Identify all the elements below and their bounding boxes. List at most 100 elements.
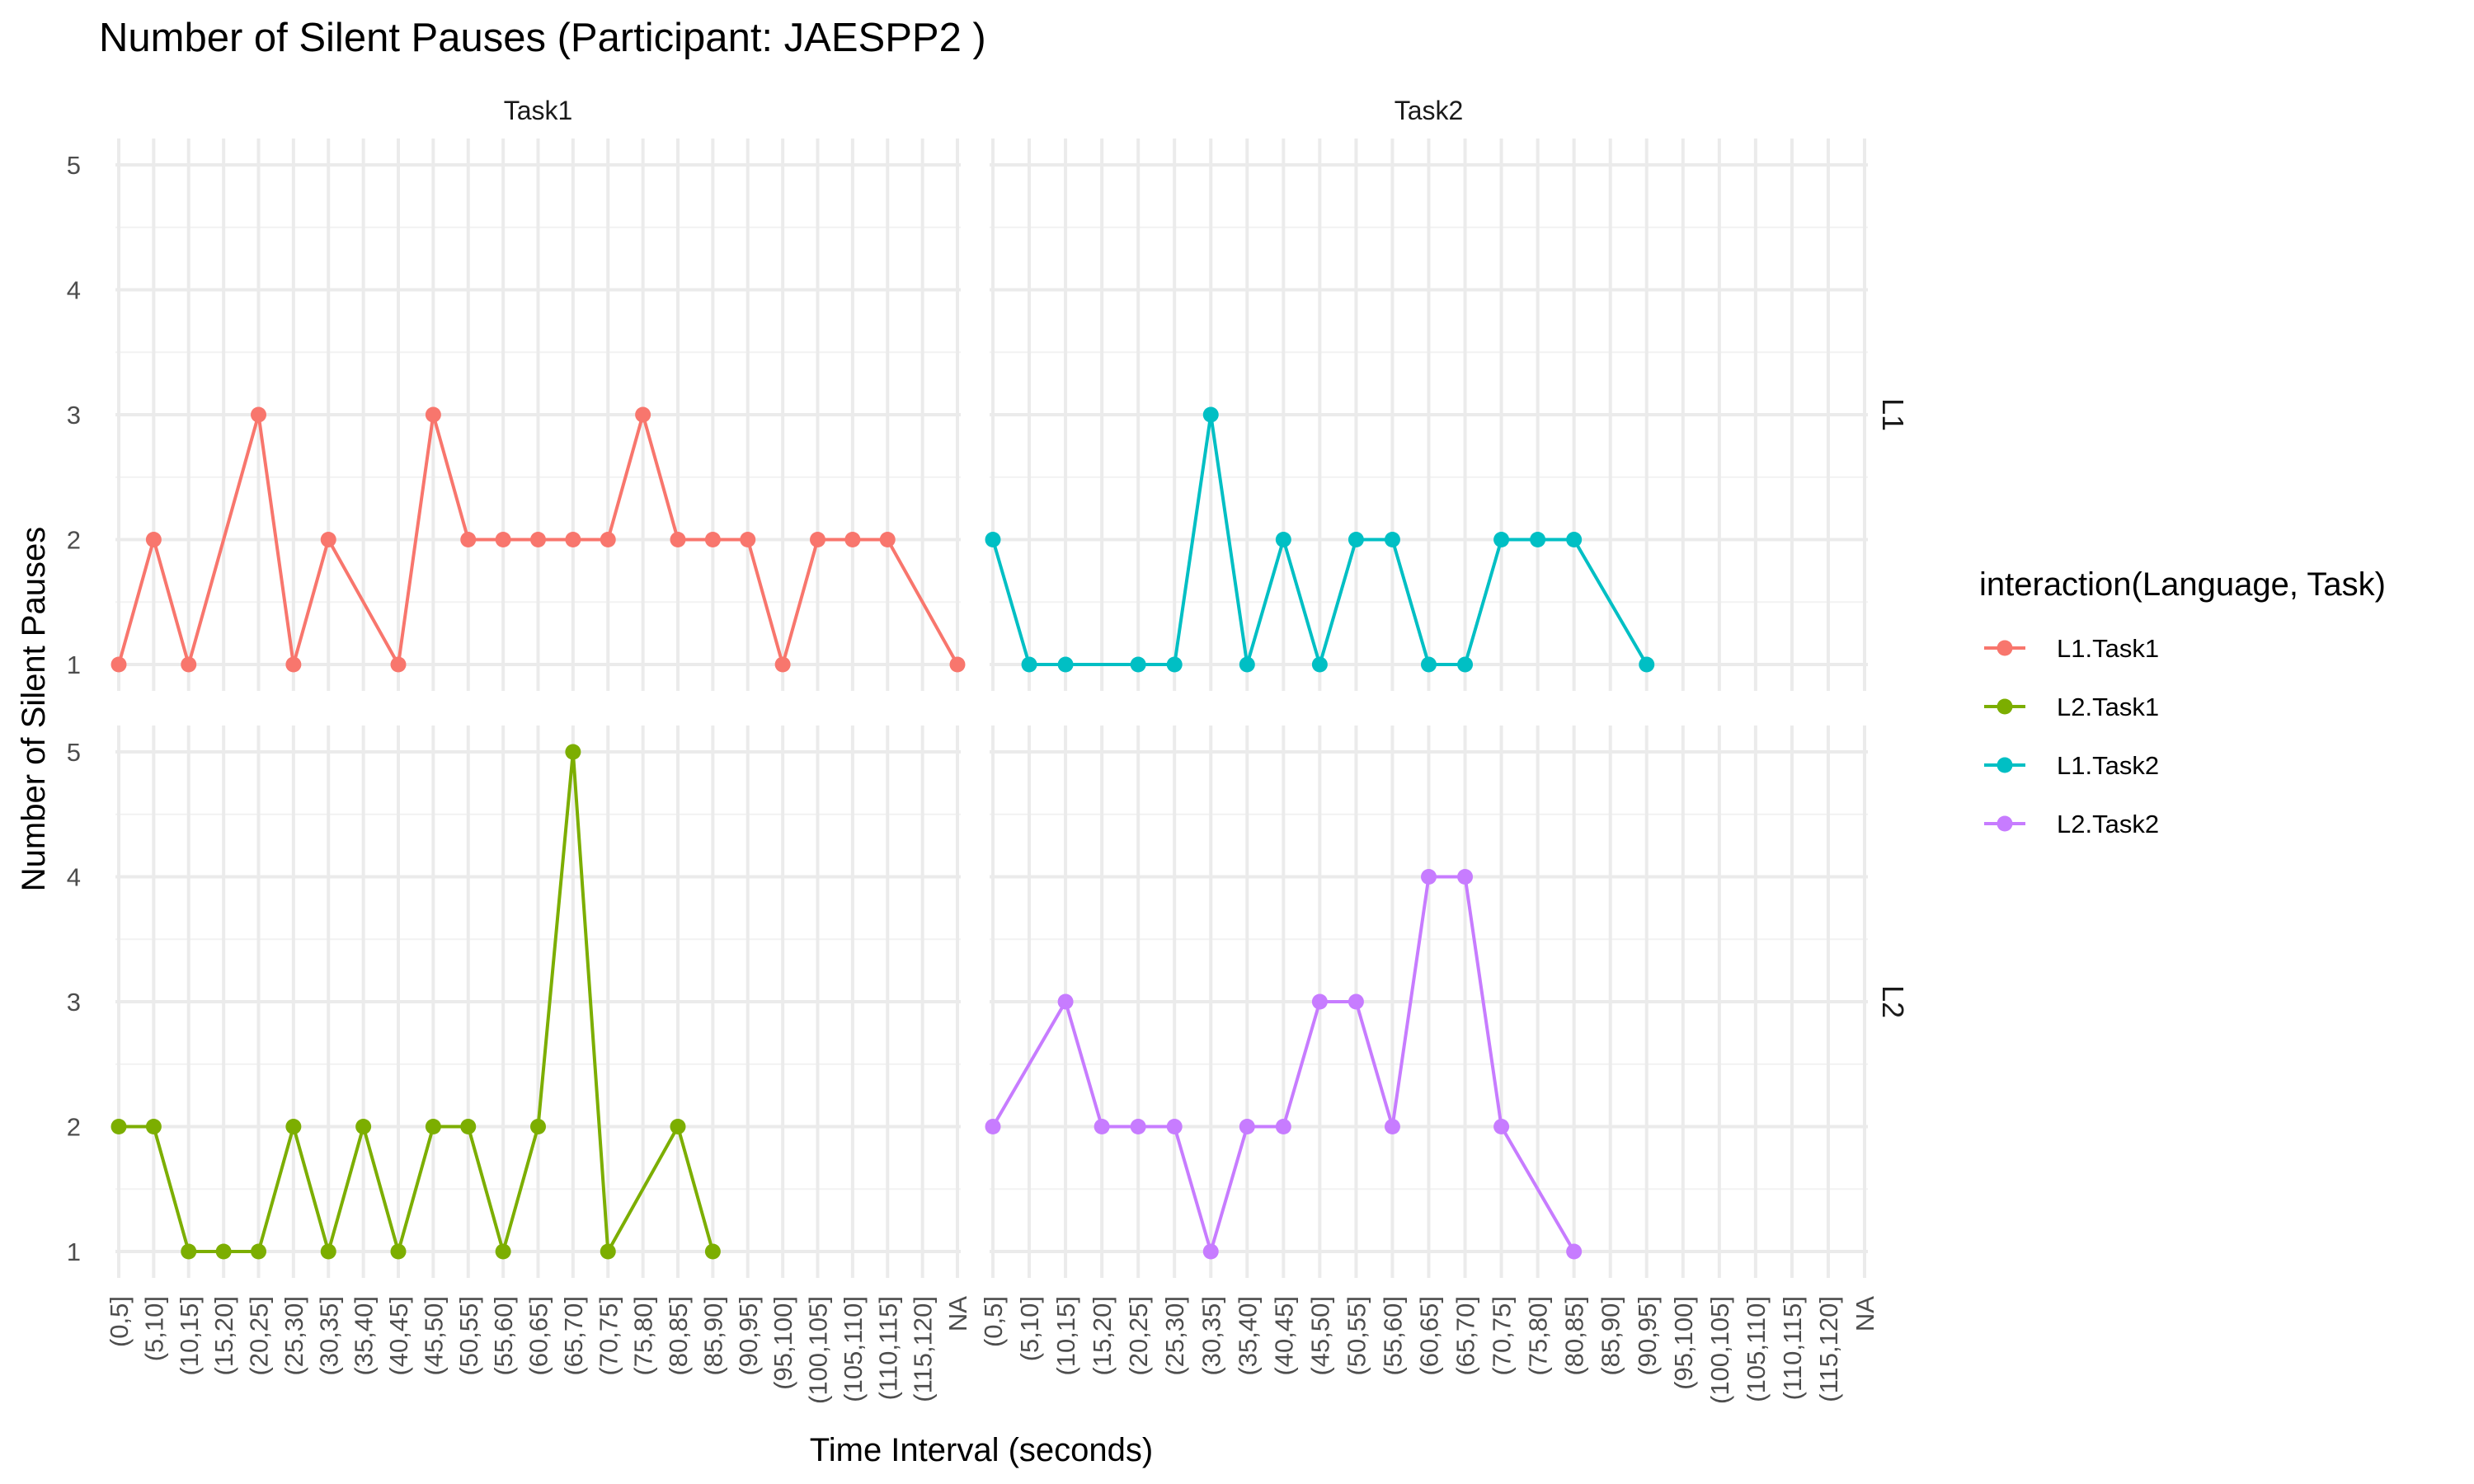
- data-point: [530, 1119, 546, 1134]
- data-point: [949, 656, 966, 673]
- x-tick-label: (10,15]: [175, 1296, 204, 1376]
- data-point: [530, 532, 546, 547]
- x-tick-label: (115,120]: [909, 1296, 938, 1402]
- x-tick-label: (100,105]: [804, 1296, 833, 1404]
- data-point: [1639, 656, 1655, 673]
- x-tick-label: (50,55]: [454, 1296, 483, 1376]
- y-tick-label: 2: [67, 526, 81, 555]
- data-point: [1239, 1119, 1255, 1134]
- panel-L1-Task1: [115, 139, 961, 691]
- data-point: [1384, 532, 1400, 547]
- data-point: [111, 1119, 127, 1134]
- series-line: [117, 413, 959, 666]
- x-tick-label: (15,20]: [209, 1296, 238, 1376]
- x-tick-label: (95,100]: [769, 1296, 797, 1390]
- x-tick-label: (35,40]: [350, 1296, 379, 1376]
- series-l1-task1: [111, 406, 966, 673]
- data-point: [460, 1119, 477, 1134]
- legend-key-point: [1997, 815, 2013, 832]
- data-point: [1057, 656, 1074, 673]
- data-point: [425, 406, 441, 423]
- data-point: [670, 1119, 686, 1134]
- data-point: [1094, 1119, 1110, 1134]
- data-point: [635, 406, 651, 423]
- x-tick-label: (5,10]: [139, 1296, 168, 1361]
- data-point: [1130, 656, 1146, 673]
- x-tick-label: (25,30]: [280, 1296, 308, 1376]
- x-tick-label: (70,75]: [594, 1296, 623, 1376]
- data-point: [600, 1243, 616, 1260]
- legend-title: interaction(Language, Task): [1979, 566, 2386, 603]
- x-tick-label: NA: [1851, 1296, 1879, 1331]
- x-tick-label: (55,60]: [1378, 1296, 1407, 1376]
- x-tick-label: (45,50]: [1305, 1296, 1334, 1376]
- data-point: [985, 1119, 1001, 1134]
- x-tick-label: (25,30]: [1160, 1296, 1189, 1376]
- data-point: [1130, 1119, 1146, 1134]
- x-tick-label: (70,75]: [1488, 1296, 1517, 1376]
- x-tick-label: (90,95]: [734, 1296, 763, 1376]
- x-tick-label: (40,45]: [1269, 1296, 1298, 1376]
- x-tick-label: (90,95]: [1633, 1296, 1662, 1376]
- data-point: [320, 532, 336, 547]
- data-point: [1166, 656, 1183, 673]
- data-point: [1057, 993, 1074, 1010]
- x-tick-label: (0,5]: [979, 1296, 1008, 1347]
- data-point: [390, 656, 407, 673]
- y-tick-label: 5: [67, 738, 81, 767]
- legend-label: L2.Task1: [2057, 693, 2159, 721]
- x-tick-label: (85,90]: [1597, 1296, 1625, 1376]
- x-tick-label: (0,5]: [105, 1296, 134, 1347]
- x-tick-label: (115,120]: [1814, 1296, 1843, 1402]
- data-point: [600, 532, 616, 547]
- data-point: [111, 656, 127, 673]
- data-point: [1239, 656, 1255, 673]
- data-point: [1421, 656, 1437, 673]
- x-tick-label: (30,35]: [314, 1296, 343, 1376]
- data-point: [1021, 656, 1037, 673]
- strip-label-task2: Task2: [1395, 96, 1464, 125]
- y-tick-label: 4: [67, 276, 81, 305]
- data-point: [1202, 1243, 1219, 1260]
- data-point: [251, 406, 266, 423]
- x-tick-label: (60,65]: [1415, 1296, 1444, 1376]
- strip-label-l1: L1: [1876, 398, 1910, 431]
- series-l1-task2: [985, 406, 1655, 673]
- data-point: [1348, 993, 1364, 1010]
- data-point: [425, 1119, 441, 1134]
- data-point: [704, 1243, 721, 1260]
- x-tick-label: (15,20]: [1088, 1296, 1117, 1376]
- data-point: [844, 532, 861, 547]
- x-tick-label: (10,15]: [1051, 1296, 1080, 1376]
- x-tick-label: (75,80]: [1524, 1296, 1553, 1376]
- legend-item: L1.Task1: [1984, 634, 2159, 663]
- data-point: [1311, 656, 1328, 673]
- x-tick-label: (65,70]: [1451, 1296, 1480, 1376]
- data-point: [215, 1243, 232, 1260]
- legend-label: L1.Task2: [2057, 751, 2159, 780]
- data-point: [495, 532, 511, 547]
- y-axis-title: Number of Silent Pauses: [16, 527, 52, 891]
- chart-title: Number of Silent Pauses (Participant: JA…: [99, 16, 986, 60]
- x-tick-label: (110,115]: [873, 1296, 902, 1400]
- data-point: [879, 532, 896, 547]
- x-tick-label: (5,10]: [1015, 1296, 1044, 1361]
- data-point: [1275, 1119, 1291, 1134]
- series-l2-task1: [111, 744, 721, 1260]
- data-point: [1421, 869, 1437, 885]
- x-tick-label: (105,110]: [1742, 1296, 1771, 1402]
- data-point: [1493, 1119, 1510, 1134]
- x-tick-label: (40,45]: [384, 1296, 413, 1376]
- strip-label-task1: Task1: [504, 96, 573, 125]
- x-tick-label: (110,115]: [1778, 1296, 1807, 1400]
- data-point: [495, 1243, 511, 1260]
- x-tick-label: (30,35]: [1197, 1296, 1225, 1376]
- legend: L1.Task1 L2.Task1 L1.Task2 L2.Task2: [1984, 634, 2159, 838]
- x-tick-label: (35,40]: [1233, 1296, 1262, 1376]
- data-point: [390, 1243, 407, 1260]
- panel-L2-Task1: [115, 726, 961, 1278]
- y-tick-label: 3: [67, 401, 81, 430]
- y-tick-label: 1: [67, 650, 81, 679]
- x-tick-label: (80,85]: [664, 1296, 693, 1376]
- data-point: [181, 1243, 197, 1260]
